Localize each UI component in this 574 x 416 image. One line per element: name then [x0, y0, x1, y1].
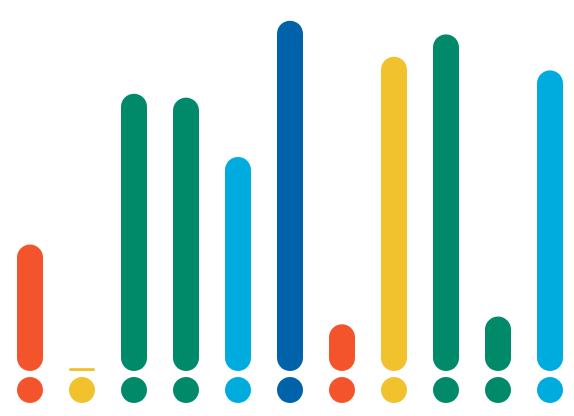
bar-4: [173, 97, 199, 371]
category-marker-9: [433, 377, 459, 403]
category-marker-3: [121, 377, 147, 403]
bar-9: [433, 34, 459, 372]
bar-1: [17, 244, 43, 371]
category-marker-5: [225, 377, 251, 403]
bar-5: [225, 156, 251, 371]
bar-11: [537, 70, 563, 371]
category-marker-6: [277, 377, 303, 403]
category-marker-8: [381, 377, 407, 403]
bar-7: [329, 324, 355, 371]
bar-2: [69, 368, 95, 371]
bars-group: [17, 20, 563, 372]
category-markers-group: [17, 377, 563, 403]
category-marker-4: [173, 377, 199, 403]
category-marker-7: [329, 377, 355, 403]
bar-10: [485, 316, 511, 371]
bar-6: [277, 20, 303, 371]
bar-3: [121, 93, 147, 372]
category-marker-2: [69, 377, 95, 403]
bar-8: [381, 56, 407, 371]
category-marker-1: [17, 377, 43, 403]
category-marker-10: [485, 377, 511, 403]
category-marker-11: [537, 377, 563, 403]
